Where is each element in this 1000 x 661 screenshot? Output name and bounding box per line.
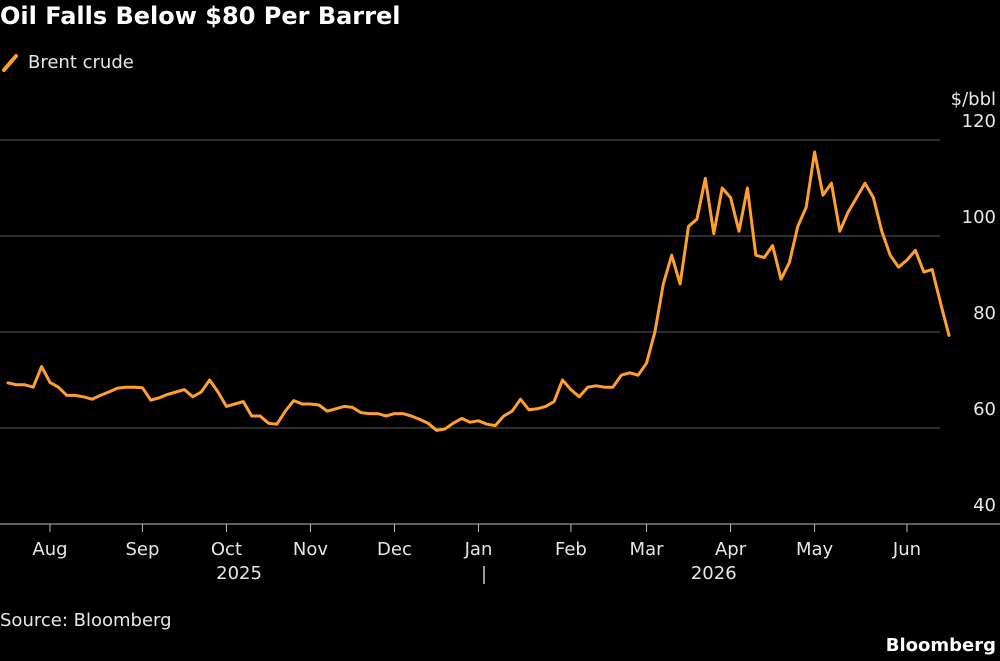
y-tick-label: 80 [973,303,996,324]
legend-label: Brent crude [28,52,134,73]
year-label: 2025 [216,563,262,584]
y-tick-label: 100 [962,207,996,228]
chart-title: Oil Falls Below $80 Per Barrel [0,2,400,30]
x-tick-label: Aug [32,539,67,560]
y-tick-label: 120 [962,111,996,132]
series-line [6,150,951,432]
legend-swatch [2,54,18,72]
brand: Bloomberg [886,635,996,656]
y-axis-label: $/bbl [951,89,996,110]
year-label: 2026 [691,563,737,584]
y-tick-label: 60 [973,399,996,420]
source: Source: Bloomberg [0,610,172,631]
x-tick-label: Oct [211,539,242,560]
x-tick-label: Feb [555,539,587,560]
x-tick-label: Apr [715,539,747,560]
x-tick-label: Mar [630,539,665,560]
x-tick-label: May [796,539,834,560]
x-tick-label: Sep [125,539,159,560]
x-tick-label: Dec [377,539,412,560]
y-tick-label: 40 [973,495,996,516]
x-tick-label: Nov [293,539,328,560]
x-tick-label: Jun [892,539,921,560]
x-tick-label: Jan [464,539,493,560]
